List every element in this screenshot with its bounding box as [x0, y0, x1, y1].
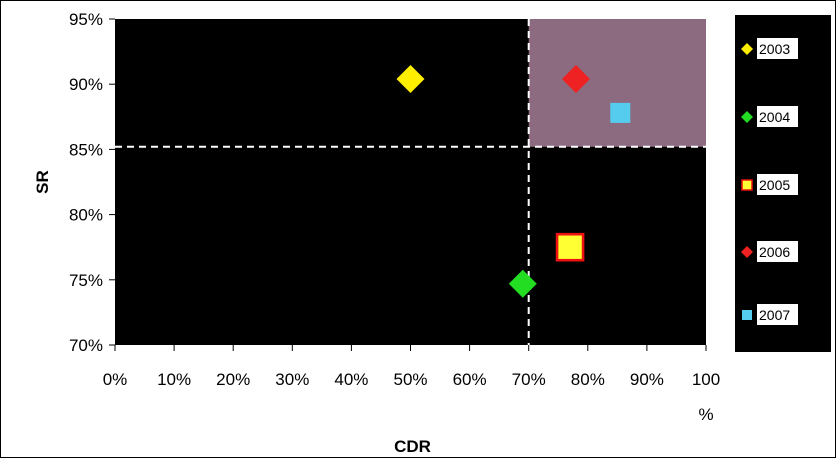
- y-tick-label: 70%: [69, 336, 103, 355]
- legend-label: 2006: [759, 244, 790, 260]
- legend-marker-2006: [741, 246, 753, 258]
- x-tick-label: 50%: [393, 370, 427, 389]
- legend-label-box: [757, 174, 798, 195]
- x-tick-label: 40%: [334, 370, 368, 389]
- legend-label-box: [757, 106, 798, 127]
- marker-2005: [555, 232, 585, 262]
- marker-2003: [396, 64, 425, 93]
- x-tick-label: 30%: [275, 370, 309, 389]
- legend-item-2007: 2007: [742, 304, 798, 325]
- y-axis-ticks: 70% 75% 80% 85% 90% 95%: [69, 10, 115, 355]
- x-tick-label: 70%: [512, 370, 546, 389]
- y-axis-title: SR: [33, 170, 52, 194]
- x-tick-label: 60%: [453, 370, 487, 389]
- y-tick-label: 75%: [69, 271, 103, 290]
- marker-2004: [508, 269, 537, 298]
- legend-label: 2007: [759, 307, 790, 323]
- x-tick-label-overflow: %: [698, 405, 713, 424]
- x-tick-label: 90%: [630, 370, 664, 389]
- legend-item-2003: 2003: [741, 38, 798, 59]
- legend-marker-2004: [741, 111, 753, 123]
- legend-label: 2005: [759, 177, 790, 193]
- y-tick-label: 95%: [69, 10, 103, 29]
- x-tick-label: 20%: [216, 370, 250, 389]
- legend-label: 2003: [759, 41, 790, 57]
- y-tick-label: 85%: [69, 140, 103, 159]
- legend-label: 2004: [759, 109, 790, 125]
- legend-item-2004: 2004: [741, 106, 798, 127]
- y-tick-label: 80%: [69, 206, 103, 225]
- marker-2007: [610, 102, 631, 123]
- legend-label-box: [757, 241, 798, 262]
- x-axis-ticks: 0% 10% 20% 30% 40% 50% 60% 70% 80% 90% 100: [103, 345, 720, 389]
- legend-item-2005: 2005: [741, 174, 798, 195]
- legend-label-box: [757, 304, 798, 325]
- legend-label-box: [757, 38, 798, 59]
- x-tick-label: 0%: [103, 370, 128, 389]
- x-tick-label: 80%: [571, 370, 605, 389]
- legend-marker-2003: [741, 43, 753, 55]
- y-tick-label: 90%: [69, 75, 103, 94]
- legend-items: 2003 2004 2005 2006 2007: [741, 38, 798, 325]
- marker-2006: [561, 64, 590, 93]
- legend-item-2006: 2006: [741, 241, 798, 262]
- data-markers: [396, 64, 631, 298]
- legend-marker-2007: [742, 310, 752, 320]
- x-tick-label: 10%: [157, 370, 191, 389]
- x-tick-label: 100: [692, 370, 720, 389]
- x-axis-title: CDR: [394, 437, 431, 456]
- legend-marker-2005: [741, 179, 753, 191]
- highlight-region: [528, 19, 706, 147]
